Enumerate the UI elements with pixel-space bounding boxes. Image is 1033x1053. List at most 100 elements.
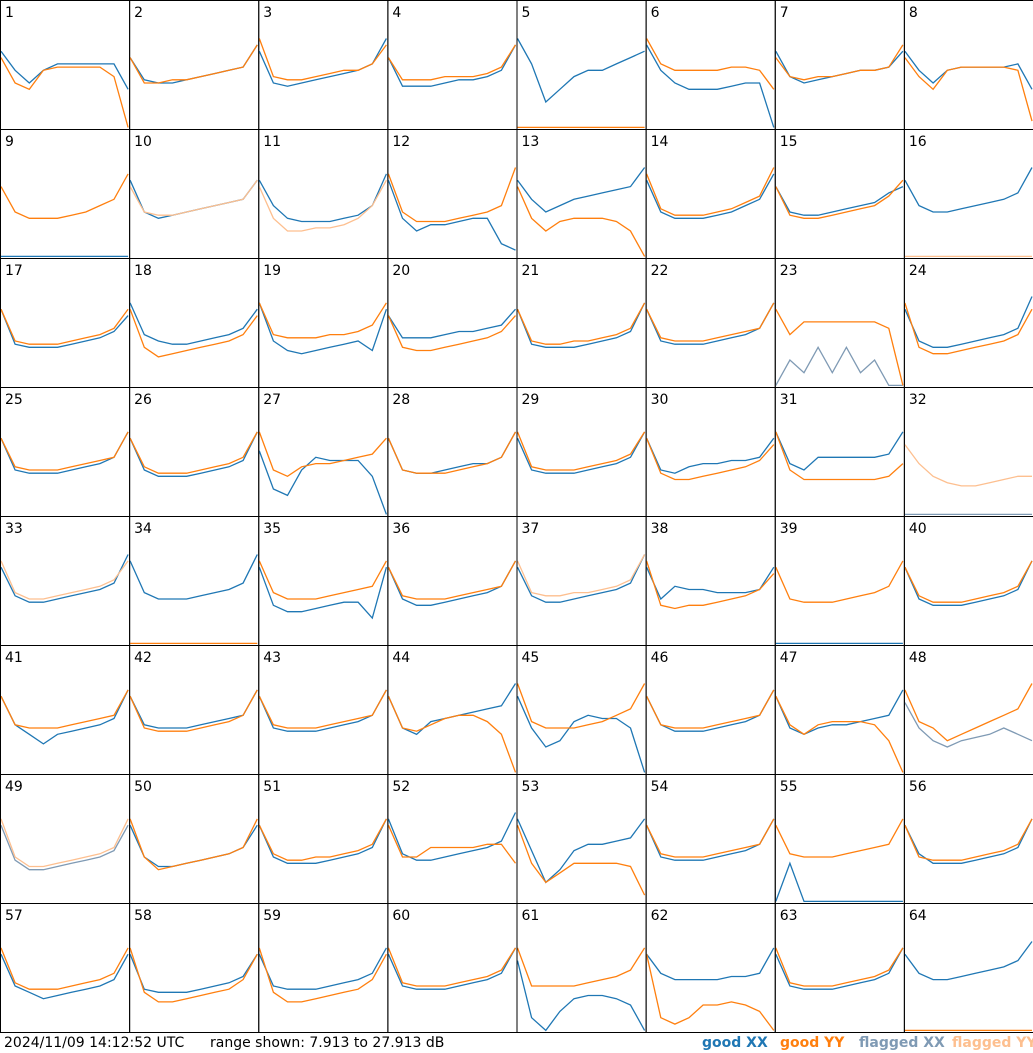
spectrum-yy [646,689,775,729]
panel-label: 38 [651,521,669,537]
spectrum-yy [258,179,387,232]
panel-label: 2 [134,5,143,21]
panel-label: 4 [392,5,401,21]
spectrum-xx [904,941,1033,981]
spectrum-xx [775,186,904,216]
panel-label: 25 [5,392,23,408]
panel-label: 46 [651,650,669,666]
panel-label: 40 [909,521,927,537]
panel-label: 54 [651,779,669,795]
spectrum-yy [775,179,904,219]
spectrum-yy [904,683,1033,742]
panel: 26 [129,387,260,517]
spectrum-xx [258,818,387,864]
spectrum-yy [387,560,517,600]
spectrum-xx [129,689,258,729]
panel-label: 10 [134,134,152,150]
spectrum-yy [904,560,1033,603]
panel-label: 41 [5,650,23,666]
spectrum-xx [646,173,775,219]
panel-label: 11 [263,134,281,150]
panel-label: 22 [651,263,669,279]
panel-label: 52 [392,779,410,795]
spectrum-xx [775,345,903,387]
panel-label: 34 [134,521,152,537]
spectrum-yy [516,554,646,597]
spectrum-yy [775,431,904,481]
spectrum-xx [516,554,646,603]
panel: 45 [516,645,647,775]
spectrum-yy [904,444,1032,487]
spectrum-xx [258,450,388,515]
spectrum-yy [387,695,517,773]
spectrum-yy [775,44,904,81]
spectrum-xx [775,689,904,736]
timestamp: 2024/11/09 14:12:52 UTC [4,1035,184,1051]
panel-label: 16 [909,134,927,150]
spectrum-xx [775,947,904,990]
spectrum-yy [775,308,904,386]
panel-label: 60 [392,908,410,924]
panel-label: 26 [134,392,152,408]
panel-label: 6 [651,5,660,21]
spectrum-yy [387,824,517,864]
panel-label: 64 [909,908,927,924]
spectrum-yy [646,302,775,342]
spectrum-xx [0,953,129,1000]
panel-label: 42 [134,650,152,666]
spectrum-yy [516,947,646,987]
spectrum-xx [0,554,129,603]
spectrum-xx [516,302,646,348]
spectrum-xx [516,431,646,474]
spectrum-yy [646,38,775,90]
panel-label: 55 [780,779,798,795]
spectrum-xx [646,818,775,861]
spectrum-yy [0,560,129,600]
panel-label: 8 [909,5,918,21]
spectrum-yy [0,173,129,219]
spectrum-yy [258,818,387,861]
spectrum-xx [258,173,387,223]
spectrum-yy [129,431,258,474]
spectrum-xx [0,824,129,871]
spectrum-yy [904,57,1033,122]
spectrum-xx [646,44,775,128]
legend-entry: good YY [780,1035,845,1051]
panel-label: 32 [909,392,927,408]
spectrum-yy [646,818,775,858]
panel-label: 19 [263,263,281,279]
legend-entry: flagged YY [952,1035,1033,1051]
spectrum-xx [516,167,646,213]
spectrum-xx [904,167,1033,213]
spectrum-yy [258,947,387,1003]
panel-label: 14 [651,134,669,150]
spectrum-xx [129,431,258,477]
spectrum-yy [645,167,775,216]
panel-label: 43 [263,650,281,666]
spectrum-xx [516,960,646,1032]
spectrum-xx [0,50,129,90]
spectrum-xx [904,296,1033,348]
spectrum-yy [0,57,129,128]
spectrum-yy [904,302,1033,355]
spectrum-xx [258,302,388,355]
spectrum-yy [258,302,387,339]
spectrum-xx [516,695,646,773]
panel-label: 28 [392,392,410,408]
panel-label: 31 [780,392,798,408]
spectrum-yy [516,302,646,345]
panel-label: 21 [522,263,540,279]
panel-label: 17 [5,263,23,279]
spectrum-yy [387,431,517,474]
spectrum-yy [129,179,258,216]
spectrum-yy [387,44,517,81]
spectrum-xx [387,947,517,990]
spectrum-xx [0,689,129,745]
spectrum-xx [129,554,258,600]
panel-label: 30 [651,392,669,408]
spectrum-yy [904,818,1033,861]
panel-label: 29 [522,392,540,408]
spectrum-yy [775,818,904,858]
panel-label: 57 [5,908,23,924]
